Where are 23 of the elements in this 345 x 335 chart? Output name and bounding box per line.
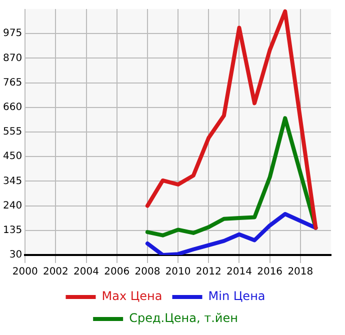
y-tick-label: 555 [2, 126, 22, 138]
legend-label: Max Цена [102, 289, 162, 304]
y-tick-label: 240 [2, 200, 22, 212]
x-tick-label: 2014 [226, 266, 252, 278]
y-tick-label: 450 [2, 151, 22, 162]
y-tick-label: 345 [2, 176, 22, 187]
y-tick-label: 975 [2, 28, 22, 40]
x-tick-label: 2016 [257, 266, 283, 278]
x-tick-label: 2000 [12, 266, 38, 278]
x-tick-label: 2004 [74, 266, 99, 278]
legend-label: Сред.Цена, т.йен [129, 311, 238, 326]
y-tick-label: 870 [2, 52, 22, 64]
x-tick-label: 2002 [42, 266, 68, 278]
x-tick-label: 2012 [196, 266, 222, 278]
y-tick-label: 765 [2, 77, 22, 88]
x-tick-label: 2018 [288, 266, 314, 278]
y-tick-label: 660 [2, 102, 22, 113]
y-tick-label: 135 [2, 224, 22, 236]
legend-label: Min Цена [208, 289, 266, 304]
x-tick-label: 2008 [134, 266, 160, 278]
y-tick-label: 30 [9, 250, 22, 261]
x-tick-label: 2006 [104, 266, 130, 278]
x-tick-label: 2010 [165, 266, 191, 278]
